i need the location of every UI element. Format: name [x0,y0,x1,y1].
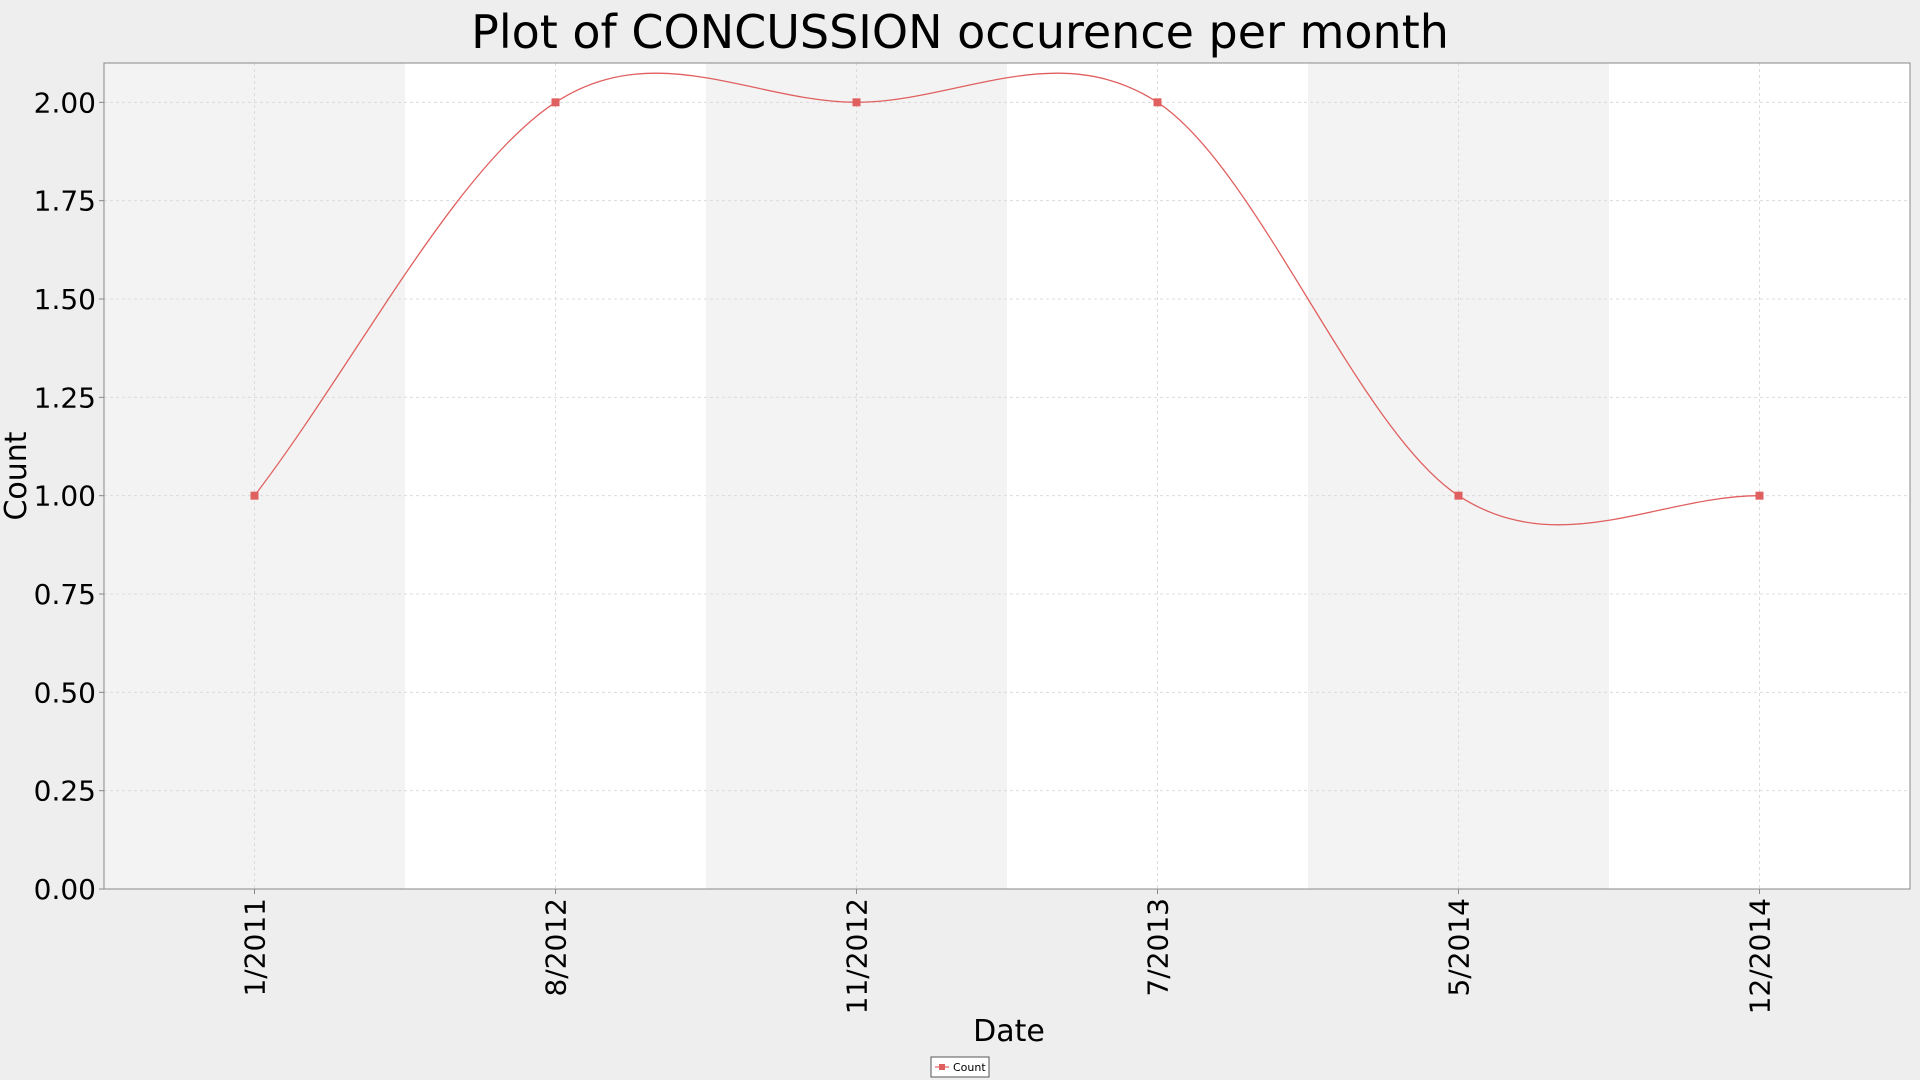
chart-title: Plot of CONCUSSION occurence per month [471,5,1449,59]
data-point [551,98,560,107]
data-point [1454,491,1463,500]
x-axis-label: Date [973,1014,1045,1049]
legend-box [930,1056,990,1078]
y-tick-label: 0.75 [34,578,96,611]
legend: Count [930,1056,990,1078]
x-axis: 1/2011 8/2012 11/2012 7/2013 5/2014 12/2014 [239,889,1777,1014]
data-point [250,491,259,500]
data-point [852,98,861,107]
plot-border [103,62,1911,890]
y-tick-label: 1.50 [34,283,96,316]
x-tick-label: 7/2013 [1142,898,1175,997]
y-tick-label: 0.25 [34,775,96,808]
x-tick-label: 5/2014 [1443,898,1476,997]
y-axis: 0.00 0.25 0.50 0.75 1.00 1.25 1.50 1.75 2.00 [34,86,104,906]
y-tick-label: 1.25 [34,381,96,414]
y-tick-label: 0.50 [34,676,96,709]
y-tick-label: 1.75 [34,185,96,218]
y-tick-label: 2.00 [34,86,96,119]
x-tick-label: 1/2011 [239,898,272,997]
series-line-count [253,72,1760,526]
y-axis-label: Count [0,431,34,520]
x-tick-label: 11/2012 [841,898,874,1014]
legend-label-count: Count [953,1061,986,1074]
plot-area [103,62,1911,890]
y-tick-label: 1.00 [34,480,96,513]
x-tick-label: 12/2014 [1744,898,1777,1014]
x-tick-label: 8/2012 [540,898,573,997]
series-group [250,72,1764,526]
y-tick-label: 0.00 [34,873,96,906]
legend-marker-swatch [939,1064,945,1070]
data-point [1755,491,1764,500]
data-point [1153,98,1162,107]
